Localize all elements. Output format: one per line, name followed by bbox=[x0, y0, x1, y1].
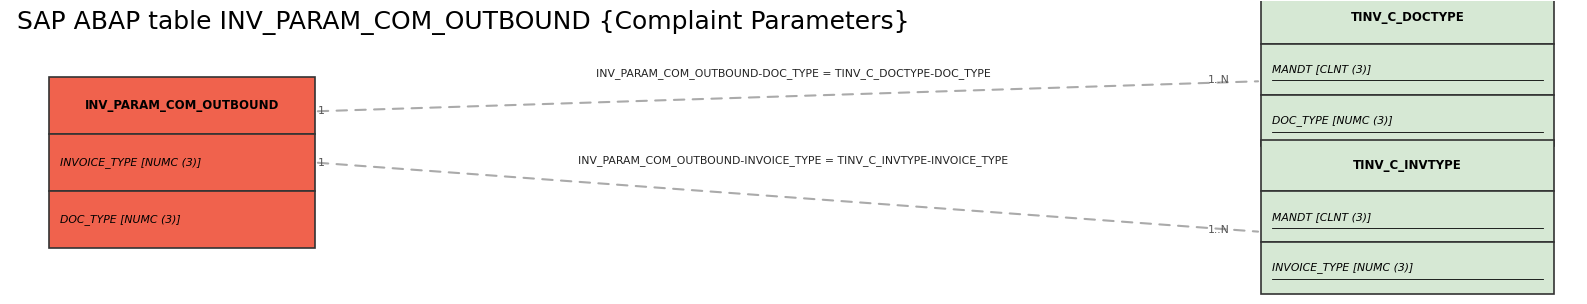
Text: INVOICE_TYPE [NUMC (3)]: INVOICE_TYPE [NUMC (3)] bbox=[1271, 263, 1412, 273]
Text: INVOICE_TYPE [NUMC (3)]: INVOICE_TYPE [NUMC (3)] bbox=[60, 157, 202, 168]
Text: INV_PARAM_COM_OUTBOUND-INVOICE_TYPE = TINV_C_INVTYPE-INVOICE_TYPE: INV_PARAM_COM_OUTBOUND-INVOICE_TYPE = TI… bbox=[578, 156, 1009, 167]
FancyBboxPatch shape bbox=[49, 191, 316, 248]
FancyBboxPatch shape bbox=[1260, 0, 1554, 43]
Text: TINV_C_DOCTYPE: TINV_C_DOCTYPE bbox=[1351, 12, 1465, 24]
FancyBboxPatch shape bbox=[49, 77, 316, 134]
Text: 1..N: 1..N bbox=[1208, 225, 1230, 235]
FancyBboxPatch shape bbox=[1260, 43, 1554, 95]
Text: SAP ABAP table INV_PARAM_COM_OUTBOUND {Complaint Parameters}: SAP ABAP table INV_PARAM_COM_OUTBOUND {C… bbox=[17, 10, 909, 36]
FancyBboxPatch shape bbox=[1260, 242, 1554, 294]
FancyBboxPatch shape bbox=[1260, 191, 1554, 242]
Text: 1: 1 bbox=[319, 157, 325, 168]
Text: 1..N: 1..N bbox=[1208, 75, 1230, 85]
FancyBboxPatch shape bbox=[1260, 140, 1554, 191]
Text: DOC_TYPE [NUMC (3)]: DOC_TYPE [NUMC (3)] bbox=[60, 214, 181, 225]
FancyBboxPatch shape bbox=[49, 134, 316, 191]
Text: INV_PARAM_COM_OUTBOUND: INV_PARAM_COM_OUTBOUND bbox=[84, 99, 279, 112]
Text: 1: 1 bbox=[319, 106, 325, 116]
Text: DOC_TYPE [NUMC (3)]: DOC_TYPE [NUMC (3)] bbox=[1271, 115, 1392, 126]
Text: INV_PARAM_COM_OUTBOUND-DOC_TYPE = TINV_C_DOCTYPE-DOC_TYPE: INV_PARAM_COM_OUTBOUND-DOC_TYPE = TINV_C… bbox=[597, 68, 990, 79]
Text: MANDT [CLNT (3)]: MANDT [CLNT (3)] bbox=[1271, 64, 1371, 74]
FancyBboxPatch shape bbox=[1260, 95, 1554, 146]
Text: MANDT [CLNT (3)]: MANDT [CLNT (3)] bbox=[1271, 212, 1371, 222]
Text: TINV_C_INVTYPE: TINV_C_INVTYPE bbox=[1354, 159, 1462, 172]
